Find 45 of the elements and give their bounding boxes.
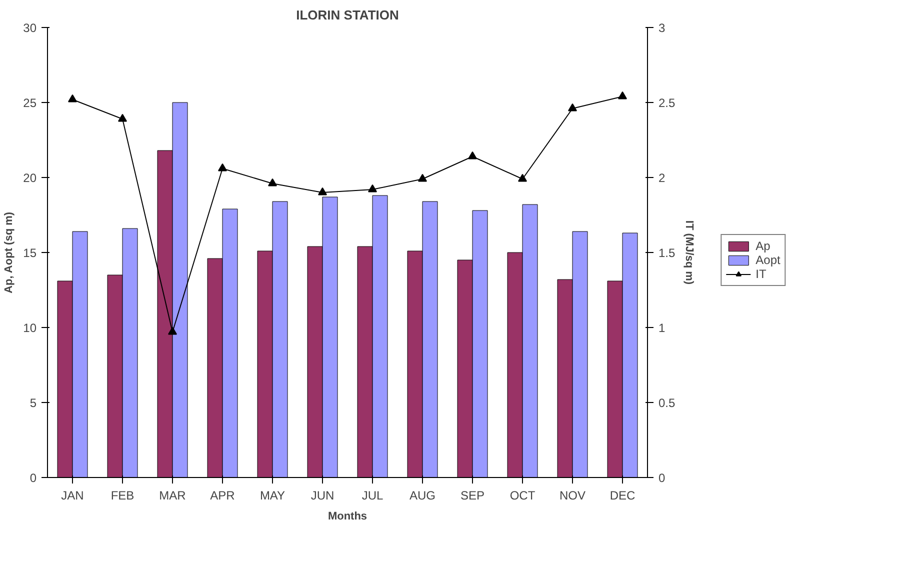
y2-tick-label: 2.5: [658, 96, 676, 110]
y2-tick-label: 1.5: [658, 246, 676, 260]
x-tick-label: MAY: [260, 488, 286, 502]
y2-tick-label: 2: [658, 171, 666, 185]
point: [368, 184, 377, 192]
y2-tick-label: 0: [658, 471, 666, 485]
y-tick-label: 25: [23, 96, 37, 110]
legend-label: Aopt: [756, 252, 780, 266]
x-tick-label: JAN: [61, 488, 84, 502]
point: [318, 187, 327, 196]
y2-tick-label: 3: [658, 21, 666, 35]
y-tick-label: 0: [30, 471, 37, 485]
y-axis-title: Ap, Aopt (sq m): [3, 212, 16, 294]
y2-tick-label: 0.5: [658, 396, 676, 410]
chart-title: ILORIN STATION: [296, 8, 399, 22]
y2-tick-label: 1: [658, 321, 666, 335]
point: [118, 114, 127, 122]
x-tick-label: OCT: [510, 488, 536, 502]
point: [218, 163, 227, 172]
x-tick-label: DEC: [610, 488, 636, 502]
y-tick-label: 30: [23, 21, 37, 35]
point: [268, 178, 277, 186]
legend-label: Ap: [756, 238, 772, 252]
point: [618, 91, 627, 100]
point: [68, 94, 77, 102]
point: [518, 174, 527, 182]
point: [568, 103, 577, 112]
x-tick-label: JUN: [310, 488, 334, 502]
x-tick-label: MAR: [159, 488, 186, 502]
x-tick-label: FEB: [110, 488, 134, 502]
x-tick-label: AUG: [410, 488, 436, 502]
x-tick-label: JUL: [362, 488, 384, 502]
point: [418, 174, 427, 182]
x-axis-title: Months: [328, 510, 368, 522]
point: [468, 151, 477, 160]
legend-label: IT: [756, 266, 768, 280]
x-tick-label: APR: [210, 488, 236, 502]
y2-axis-title: IT (MJ/sq m): [683, 220, 696, 285]
y-tick-label: 20: [23, 171, 37, 185]
x-tick-label: NOV: [560, 488, 586, 502]
x-tick-label: SEP: [460, 488, 485, 502]
y-tick-label: 10: [23, 321, 37, 335]
y-tick-label: 5: [30, 396, 37, 410]
point: [168, 326, 177, 335]
y-tick-label: 15: [23, 246, 37, 260]
